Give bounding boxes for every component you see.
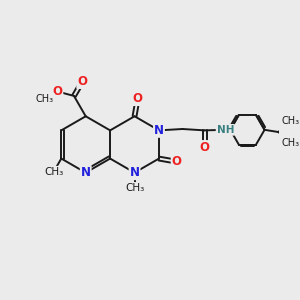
Text: N: N (154, 124, 164, 137)
Text: CH₃: CH₃ (125, 183, 144, 193)
Text: CH₃: CH₃ (282, 138, 300, 148)
Text: CH₃: CH₃ (44, 167, 63, 177)
Text: O: O (200, 141, 210, 154)
Text: O: O (52, 85, 62, 98)
Text: O: O (77, 75, 87, 88)
Text: CH₃: CH₃ (36, 94, 54, 104)
Text: CH₃: CH₃ (282, 116, 300, 126)
Text: O: O (172, 155, 182, 168)
Text: O: O (133, 92, 143, 105)
Text: N: N (130, 166, 140, 179)
Text: NH: NH (217, 125, 234, 135)
Text: N: N (81, 166, 91, 179)
